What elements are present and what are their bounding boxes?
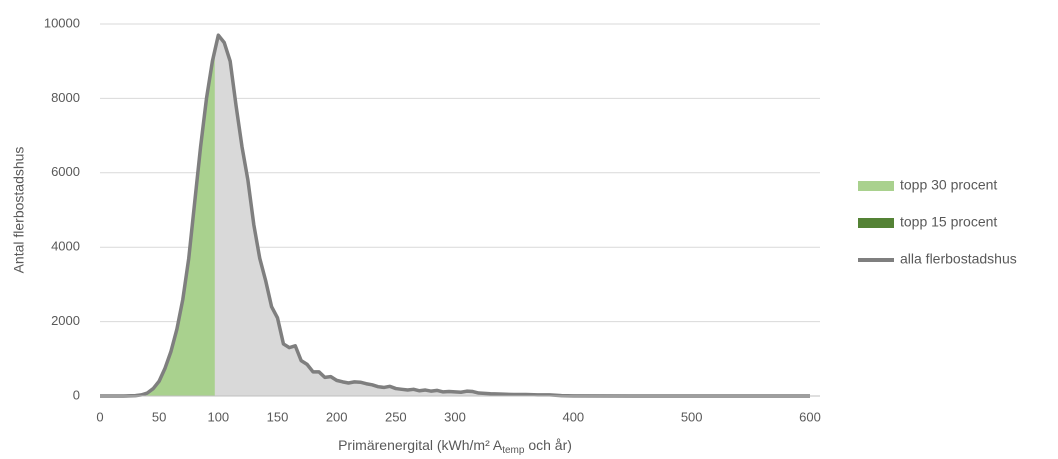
y-tick-label: 6000 [51, 164, 80, 179]
y-tick-label: 8000 [51, 90, 80, 105]
x-tick-label: 250 [385, 409, 407, 424]
x-tick-label: 0 [96, 409, 103, 424]
x-tick-label: 600 [799, 409, 821, 424]
y-tick-label: 2000 [51, 313, 80, 328]
x-tick-label: 100 [207, 409, 229, 424]
legend-label: topp 30 procent [900, 177, 997, 193]
y-tick-label: 4000 [51, 239, 80, 254]
y-axis-title: Antal flerbostadshus [11, 147, 27, 274]
x-tick-label: 400 [562, 409, 584, 424]
line [100, 33, 810, 398]
x-tick-label: 150 [267, 409, 289, 424]
x-tick-label: 200 [326, 409, 348, 424]
legend-swatch [858, 181, 894, 191]
x-axis-title-sub: temp [502, 445, 525, 456]
legend-swatch [858, 218, 894, 228]
x-tick-label: 50 [152, 409, 166, 424]
x-axis-title-end: och år) [524, 437, 571, 453]
y-tick-label: 0 [73, 387, 80, 402]
legend-label: alla flerbostadshus [900, 251, 1017, 267]
y-tick-label: 10000 [44, 15, 80, 30]
x-axis-title: Primärenergital (kWh/m² Atemp och år) [338, 437, 572, 456]
area [135, 50, 215, 396]
x-tick-label: 300 [444, 409, 466, 424]
x-tick-label: 500 [681, 409, 703, 424]
x-axis-title-main: Primärenergital (kWh/m² A [338, 437, 503, 453]
legend-label: topp 15 procent [900, 214, 997, 230]
